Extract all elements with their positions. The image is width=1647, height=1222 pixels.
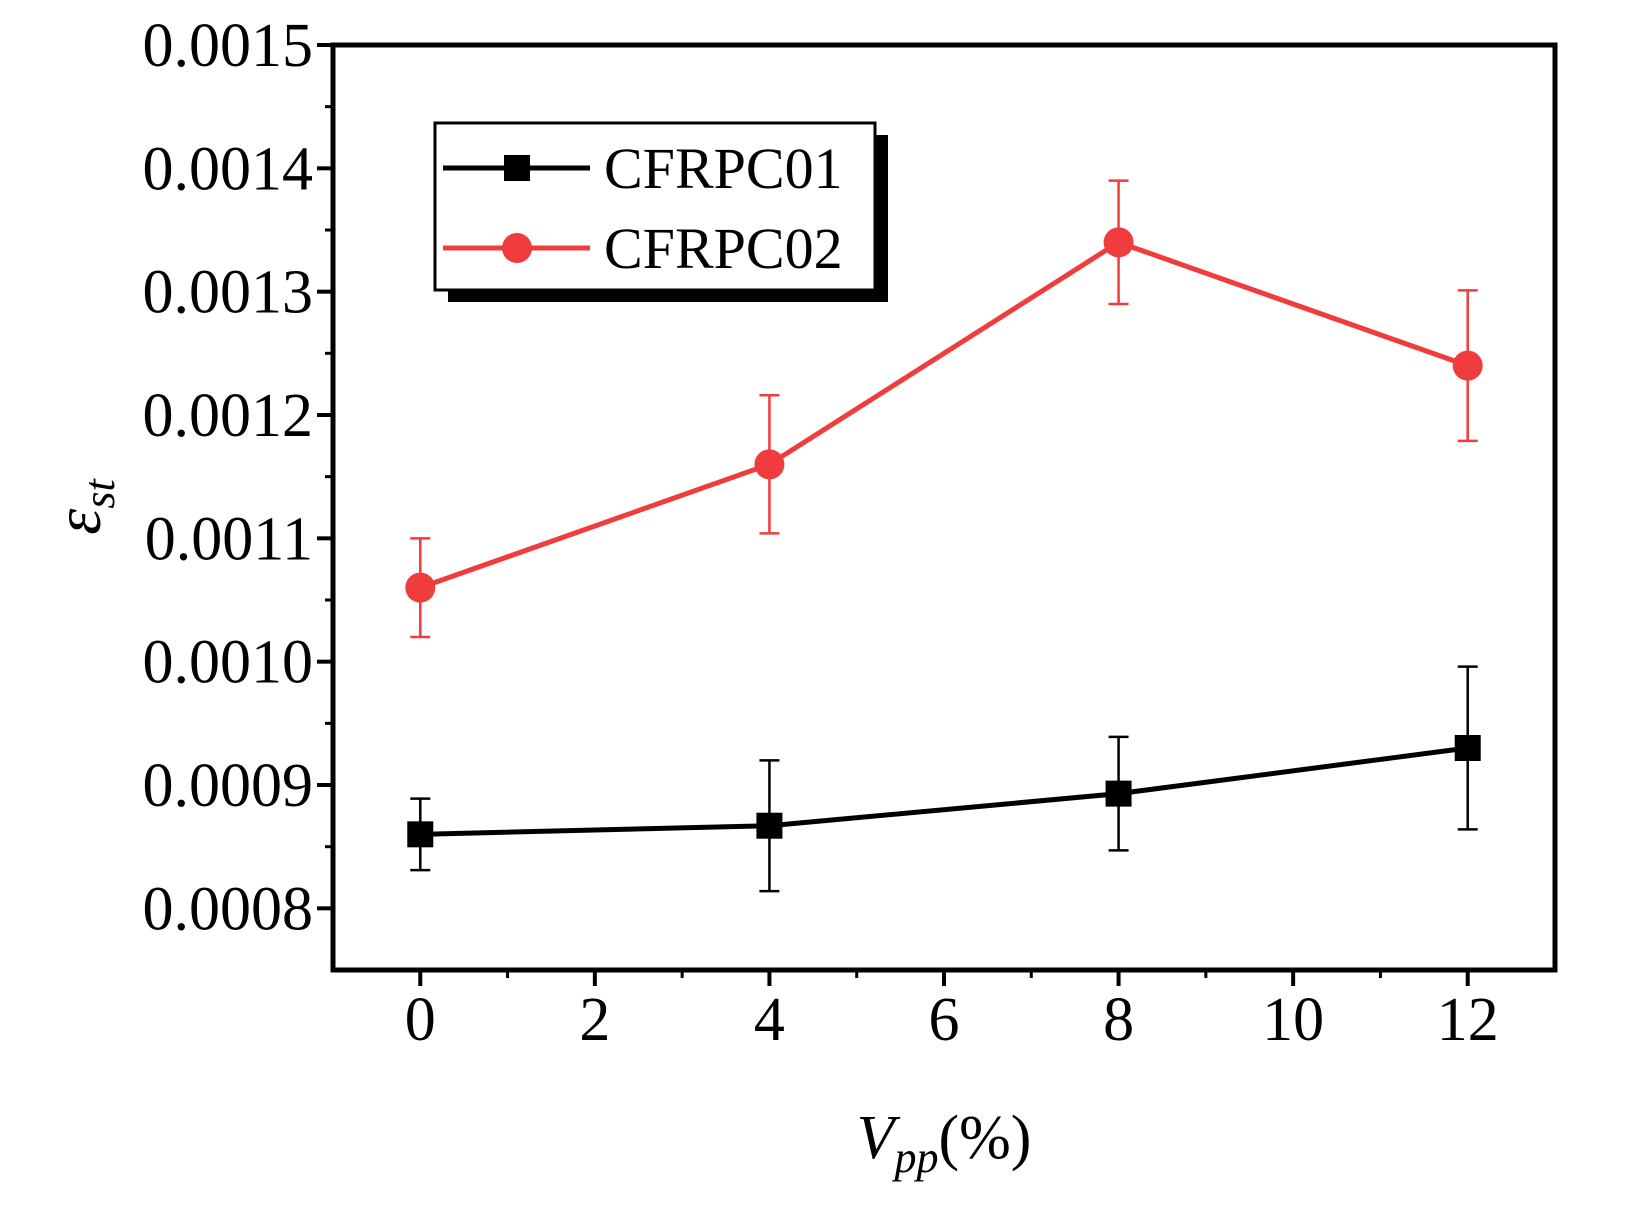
x-axis-title: Vpp(%) <box>857 1104 1032 1182</box>
data-point <box>1105 780 1132 807</box>
legend-label: CFRPC02 <box>604 216 843 281</box>
y-tick-label: 0.0015 <box>143 12 314 80</box>
y-axis-title: εst <box>42 478 124 535</box>
legend-marker <box>504 155 530 181</box>
axes-ticks: 0 2 4 6 8 10 12 0.0008 0.0009 0.0010 0.0011 0.0012 0… <box>143 12 1499 1054</box>
data-point <box>1452 350 1483 381</box>
series-cfrpc01 <box>407 665 1481 893</box>
x-tick-label: 8 <box>1103 986 1134 1054</box>
data-point <box>754 449 785 480</box>
legend: CFRPC01 CFRPC02 <box>433 121 888 302</box>
x-tick-label: 12 <box>1437 986 1499 1054</box>
x-tick-label: 10 <box>1262 986 1324 1054</box>
y-tick-label: 0.0014 <box>143 135 314 203</box>
x-axis-title-main: V <box>857 1104 901 1172</box>
series-line <box>419 239 1469 591</box>
y-tick-label: 0.0010 <box>143 629 314 697</box>
data-point <box>405 572 436 603</box>
y-tick-label: 0.0013 <box>143 259 314 327</box>
data-point <box>756 812 783 839</box>
y-axis-title-main: ε <box>42 509 115 535</box>
y-tick-label: 0.0008 <box>143 875 314 943</box>
data-point <box>1454 735 1481 761</box>
series-cfrpc02 <box>405 179 1483 639</box>
x-tick-label: 0 <box>405 986 436 1054</box>
x-axis-title-sub: pp <box>891 1133 938 1182</box>
legend-entries: CFRPC01 CFRPC02 <box>443 136 843 281</box>
x-axis-title-suffix: (%) <box>938 1104 1031 1172</box>
data-point <box>1103 227 1134 258</box>
series-line <box>420 745 1469 837</box>
y-tick-label: 0.0011 <box>145 505 313 573</box>
y-tick-label: 0.0009 <box>143 752 314 820</box>
x-tick-label: 4 <box>754 986 785 1054</box>
legend-label: CFRPC01 <box>604 136 843 201</box>
x-tick-label: 6 <box>929 986 960 1054</box>
legend-entry-cfrpc02: CFRPC02 <box>443 216 843 281</box>
y-axis-title-sub: st <box>75 478 124 509</box>
x-tick-label: 2 <box>579 986 610 1054</box>
data-point <box>407 821 434 848</box>
legend-entry-cfrpc01: CFRPC01 <box>443 136 843 201</box>
legend-marker <box>502 233 532 263</box>
legend-box <box>433 121 877 292</box>
plot-content <box>405 179 1483 893</box>
y-tick-label: 0.0012 <box>143 382 314 450</box>
